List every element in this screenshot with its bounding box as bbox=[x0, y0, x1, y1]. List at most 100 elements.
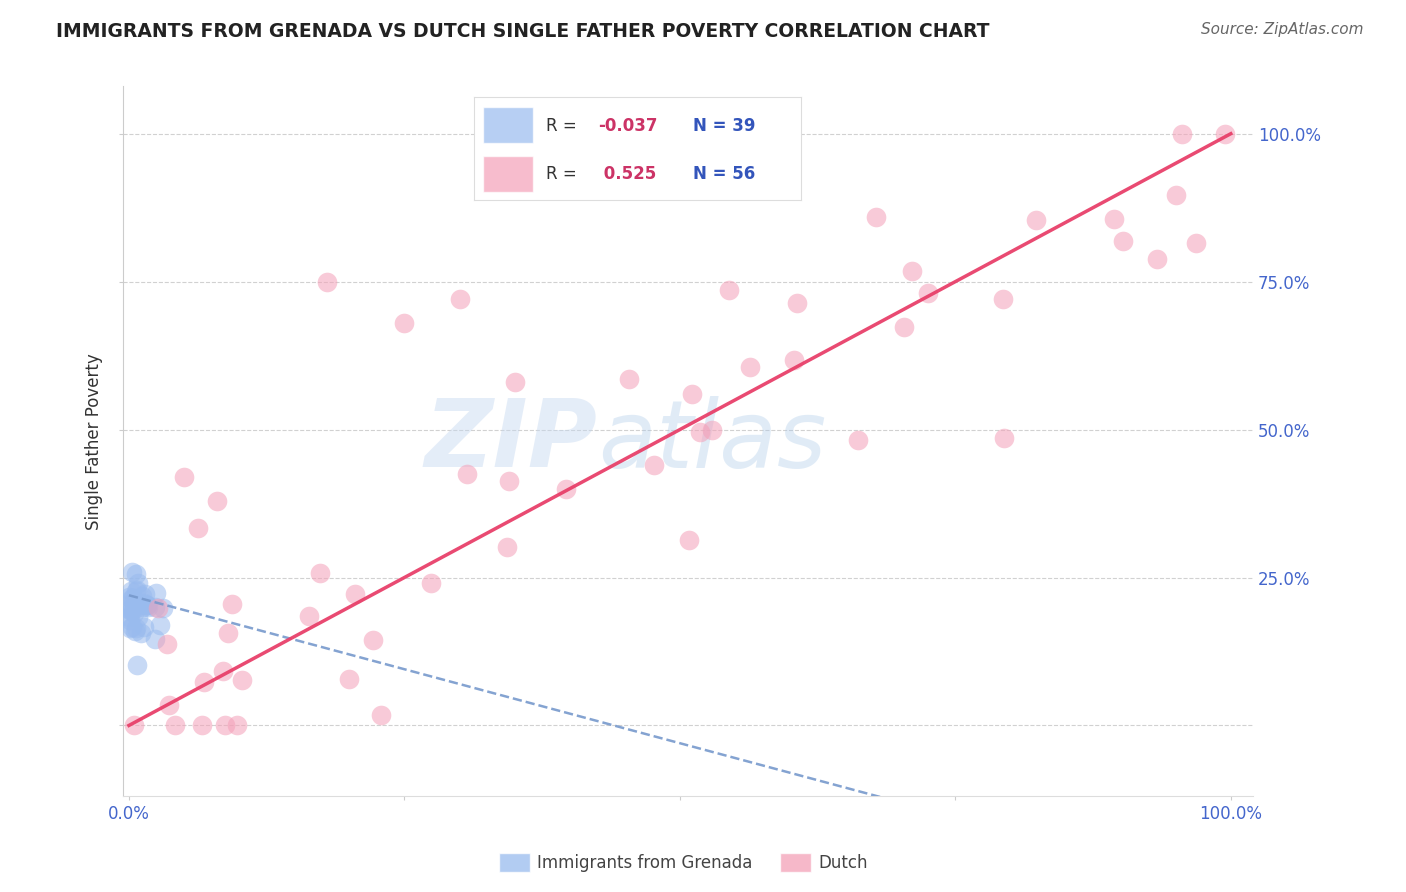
Point bbox=[118, 610, 141, 624]
Point bbox=[125, 566, 148, 581]
Point bbox=[555, 482, 578, 496]
Point bbox=[120, 583, 142, 598]
Text: IMMIGRANTS FROM GRENADA VS DUTCH SINGLE FATHER POVERTY CORRELATION CHART: IMMIGRANTS FROM GRENADA VS DUTCH SINGLE … bbox=[56, 22, 990, 41]
Point bbox=[231, 673, 253, 687]
Point bbox=[127, 598, 149, 612]
Point bbox=[131, 590, 153, 604]
Point bbox=[127, 576, 149, 591]
Point bbox=[134, 620, 156, 634]
Point bbox=[678, 533, 700, 547]
Point bbox=[165, 718, 187, 732]
Point bbox=[131, 599, 153, 614]
Point bbox=[344, 587, 367, 601]
Point bbox=[157, 698, 180, 712]
Point bbox=[456, 467, 478, 481]
Point bbox=[309, 566, 332, 580]
Point bbox=[122, 591, 145, 606]
Point bbox=[148, 600, 170, 615]
Point bbox=[1185, 236, 1208, 251]
Point bbox=[225, 718, 247, 732]
Point bbox=[121, 565, 143, 579]
Point bbox=[136, 600, 159, 615]
Point bbox=[122, 606, 145, 620]
Point bbox=[152, 600, 174, 615]
Point bbox=[121, 601, 143, 615]
Point bbox=[394, 316, 416, 330]
Text: atlas: atlas bbox=[598, 396, 827, 487]
Point bbox=[643, 458, 665, 473]
Point bbox=[991, 292, 1014, 306]
Point bbox=[361, 633, 384, 648]
Point bbox=[214, 718, 236, 732]
Point bbox=[221, 597, 243, 611]
Point bbox=[900, 263, 922, 277]
Text: Dutch: Dutch bbox=[818, 854, 868, 871]
Text: ZIP: ZIP bbox=[425, 395, 598, 487]
Point bbox=[124, 718, 146, 732]
Point bbox=[449, 293, 471, 307]
Point bbox=[1166, 187, 1188, 202]
Point bbox=[125, 582, 148, 597]
Point bbox=[149, 617, 172, 632]
Point bbox=[118, 590, 141, 604]
Point bbox=[681, 387, 703, 401]
Point bbox=[193, 674, 215, 689]
Point bbox=[120, 604, 142, 618]
Point bbox=[316, 275, 339, 289]
Point bbox=[125, 583, 148, 598]
Point bbox=[718, 283, 741, 297]
Point bbox=[118, 602, 141, 616]
Point bbox=[419, 575, 441, 590]
Point bbox=[187, 521, 209, 535]
Point bbox=[121, 591, 143, 606]
Point bbox=[1213, 127, 1236, 141]
Point bbox=[156, 637, 179, 651]
Point bbox=[1171, 127, 1194, 141]
Y-axis label: Single Father Poverty: Single Father Poverty bbox=[86, 353, 103, 530]
Point bbox=[205, 493, 228, 508]
Point bbox=[893, 319, 915, 334]
Text: Immigrants from Grenada: Immigrants from Grenada bbox=[537, 854, 752, 871]
Point bbox=[503, 376, 526, 390]
Point bbox=[738, 359, 761, 374]
Point bbox=[689, 425, 711, 439]
Point bbox=[190, 718, 212, 732]
Point bbox=[124, 621, 146, 635]
Point bbox=[125, 658, 148, 673]
Point bbox=[496, 540, 519, 554]
Point bbox=[143, 599, 166, 614]
Point bbox=[498, 475, 520, 489]
Point bbox=[127, 610, 149, 624]
Point bbox=[1025, 213, 1047, 227]
Point bbox=[124, 624, 146, 639]
Point bbox=[617, 371, 640, 385]
Point bbox=[783, 352, 806, 367]
Point bbox=[370, 708, 392, 723]
Point bbox=[134, 587, 156, 601]
Text: Source: ZipAtlas.com: Source: ZipAtlas.com bbox=[1201, 22, 1364, 37]
Point bbox=[118, 621, 141, 635]
Point bbox=[118, 614, 141, 628]
Point bbox=[917, 285, 939, 300]
Point bbox=[1146, 252, 1168, 267]
Point bbox=[131, 625, 153, 640]
Point bbox=[1112, 234, 1135, 248]
Point bbox=[700, 423, 723, 437]
Point bbox=[131, 597, 153, 611]
Point bbox=[846, 433, 869, 447]
Point bbox=[173, 470, 195, 484]
Point bbox=[786, 296, 808, 310]
Point bbox=[217, 625, 239, 640]
Point bbox=[143, 632, 166, 646]
Point bbox=[136, 598, 159, 612]
Point bbox=[337, 672, 360, 686]
Point bbox=[145, 586, 167, 600]
Point bbox=[122, 603, 145, 617]
Point bbox=[1102, 211, 1125, 226]
Point bbox=[211, 664, 233, 678]
Point bbox=[132, 596, 155, 610]
Point bbox=[121, 620, 143, 634]
Point bbox=[135, 598, 157, 612]
Point bbox=[298, 608, 321, 623]
Point bbox=[993, 431, 1015, 445]
